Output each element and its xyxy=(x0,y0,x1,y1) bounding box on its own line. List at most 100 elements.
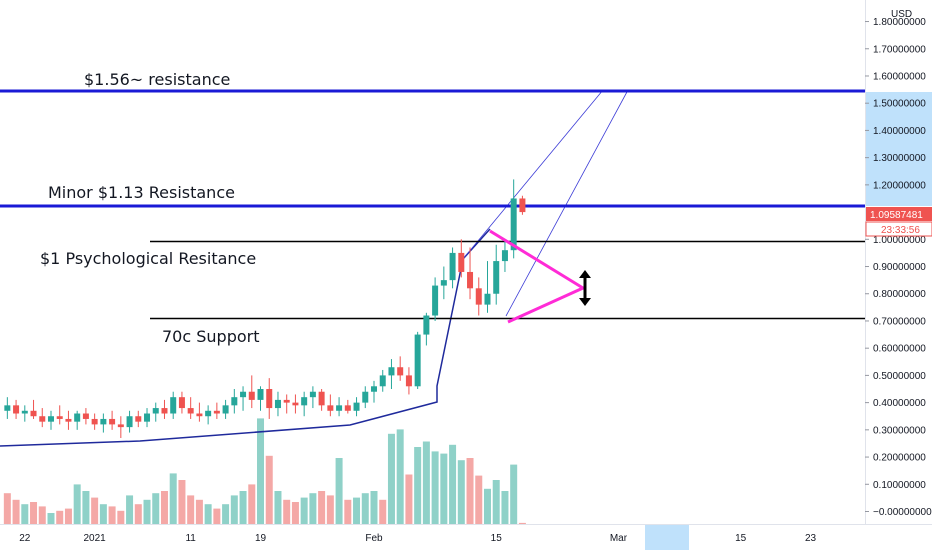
volume-bar xyxy=(126,495,134,524)
price-tick-label: 0.80000000 xyxy=(873,289,926,300)
volume-bars xyxy=(3,418,526,524)
volume-bar xyxy=(309,493,317,524)
candle-body xyxy=(283,399,290,403)
range-arrow-head-up xyxy=(579,270,591,278)
candle xyxy=(205,405,212,425)
price-tick-label: 0.90000000 xyxy=(873,262,926,273)
candle xyxy=(318,389,325,411)
candle-body xyxy=(519,198,526,213)
candle xyxy=(117,416,124,439)
candle-body xyxy=(493,261,500,294)
volume-bar xyxy=(38,506,46,524)
candle-body xyxy=(187,408,194,414)
candle xyxy=(274,391,281,417)
candle-body xyxy=(135,416,142,422)
channel-lower-line xyxy=(505,89,629,317)
candle-body xyxy=(362,391,369,403)
price-tick-label: −0.00000000 xyxy=(873,507,932,518)
candle-body xyxy=(371,386,377,392)
candle-body xyxy=(65,418,72,422)
volume-bar xyxy=(169,473,177,524)
candle-body xyxy=(222,405,229,414)
candle xyxy=(371,380,377,403)
volume-bar xyxy=(300,497,308,524)
price-axis[interactable]: 1.90000000 1.80000000 1.70000000 1.60000000… xyxy=(865,0,932,518)
candle-body xyxy=(353,402,360,411)
candle xyxy=(152,402,159,422)
drawings xyxy=(489,229,591,324)
candle-body xyxy=(100,418,107,425)
time-tick-label: 23 xyxy=(805,533,817,544)
price-tick-label: 0.30000000 xyxy=(873,425,926,436)
candle-body xyxy=(13,405,20,414)
candle xyxy=(257,386,264,411)
volume-bar xyxy=(422,441,430,524)
volume-bar xyxy=(440,453,448,524)
volume-bar xyxy=(56,510,64,524)
volume-bar xyxy=(152,493,160,524)
price-tick-label: 0.10000000 xyxy=(873,480,926,491)
price-range-highlight xyxy=(865,92,932,206)
candle-body xyxy=(74,413,81,422)
currency-label: USD xyxy=(891,9,912,20)
price-tick-label: 1.30000000 xyxy=(873,153,926,164)
candle-body xyxy=(388,367,395,376)
volume-bar xyxy=(82,491,90,524)
candle-body xyxy=(405,375,412,387)
volume-bar xyxy=(160,491,168,524)
time-axis[interactable]: 22 2021 11 19 Feb 15 Mar 15 23 xyxy=(19,533,816,544)
volume-bar xyxy=(492,480,500,524)
candle-body xyxy=(423,315,430,335)
candle-body xyxy=(449,252,456,281)
price-tick-label: 1.40000000 xyxy=(873,126,926,137)
volume-bar xyxy=(265,455,273,524)
price-tick-label: 1.90000000 xyxy=(873,0,926,1)
candle-body xyxy=(170,397,177,414)
volume-bar xyxy=(344,499,352,524)
volume-bar xyxy=(510,464,518,524)
volume-bar xyxy=(361,493,369,524)
volume-bar xyxy=(73,484,81,524)
volume-bar xyxy=(449,444,457,524)
volume-bar xyxy=(187,495,195,524)
candle-body xyxy=(213,410,220,414)
candle xyxy=(449,247,456,289)
volume-bar xyxy=(47,513,55,524)
volume-bar xyxy=(318,491,326,524)
candle-body xyxy=(344,405,351,411)
candle-body xyxy=(196,413,203,417)
volume-bar xyxy=(466,458,474,524)
candle-body xyxy=(274,399,281,409)
candle-body xyxy=(475,288,482,305)
volume-bar xyxy=(379,499,387,524)
candle-body xyxy=(257,389,264,400)
volume-bar xyxy=(21,504,29,524)
volume-bar xyxy=(257,418,265,524)
candle xyxy=(440,266,447,300)
candle-body xyxy=(301,397,308,406)
candle xyxy=(240,386,247,411)
candle xyxy=(30,399,37,419)
candle-body xyxy=(336,405,343,411)
candle xyxy=(109,410,116,430)
candle-body xyxy=(440,280,447,286)
candle xyxy=(187,397,194,419)
volume-bar xyxy=(108,506,116,524)
candle xyxy=(353,397,360,417)
candle-body xyxy=(379,375,386,387)
candle xyxy=(301,391,308,417)
volume-bar xyxy=(64,508,72,524)
volume-bar xyxy=(370,491,378,524)
candle xyxy=(196,402,203,422)
volume-bar xyxy=(414,447,422,524)
candle-body xyxy=(21,410,28,414)
price-tick-label: 1.50000000 xyxy=(873,99,926,110)
candle xyxy=(39,408,46,428)
candle-body xyxy=(152,408,159,414)
candle xyxy=(309,386,316,409)
candle-body xyxy=(82,413,89,419)
volume-bar xyxy=(143,499,151,524)
volume-bar xyxy=(213,508,221,524)
symmetrical-triangle xyxy=(489,229,587,324)
